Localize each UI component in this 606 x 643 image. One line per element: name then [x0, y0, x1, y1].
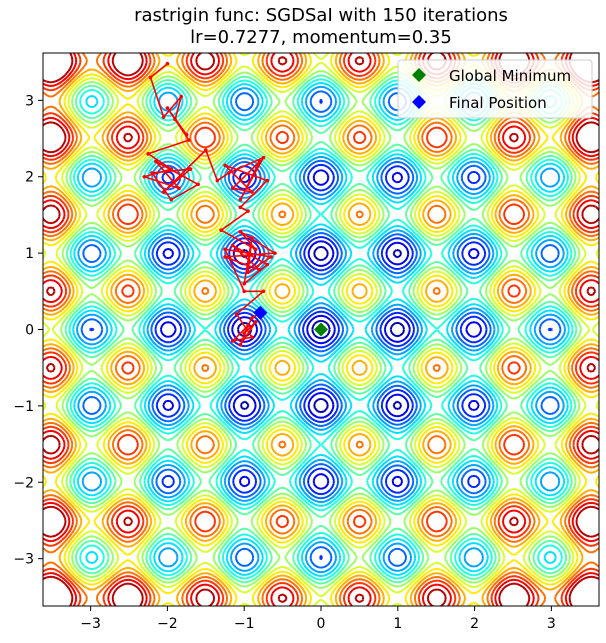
- path-point: [238, 197, 243, 202]
- contour-level-3: [80, 90, 562, 569]
- optimizer-path: [141, 61, 278, 347]
- path-point: [242, 281, 247, 286]
- path-point: [223, 255, 227, 259]
- plot-area: [43, 53, 599, 606]
- path-point: [184, 132, 189, 137]
- path-point: [269, 255, 273, 259]
- contour-level-8: [60, 70, 582, 589]
- path-point: [161, 115, 166, 119]
- path-point: [265, 262, 270, 267]
- x-tick-label: −3: [80, 616, 101, 632]
- path-point: [238, 205, 243, 210]
- path-point: [165, 61, 170, 66]
- path-point: [250, 190, 254, 194]
- path-point: [250, 335, 254, 339]
- path-point: [273, 251, 277, 255]
- path-point: [246, 209, 250, 213]
- path-point: [261, 289, 266, 294]
- chart-subtitle: lr=0.7277, momentum=0.35: [190, 27, 452, 48]
- path-point: [227, 171, 231, 175]
- contour-level-12: [43, 53, 599, 606]
- path-point: [204, 148, 208, 152]
- path-point: [257, 268, 262, 272]
- path-point: [150, 171, 154, 175]
- path-point: [250, 236, 254, 240]
- path-point: [177, 186, 181, 190]
- contour-level-15: [43, 53, 599, 606]
- path-point: [257, 159, 262, 164]
- path-point: [161, 190, 166, 194]
- path-point: [230, 186, 235, 190]
- markers: [253, 305, 328, 337]
- path-point: [242, 331, 247, 336]
- legend-global-minimum-marker: [412, 68, 426, 82]
- path-point: [169, 167, 174, 171]
- path-point: [223, 163, 227, 168]
- legend-final-position-marker: [412, 95, 426, 109]
- contour-level-5: [72, 82, 570, 577]
- path-point: [246, 270, 250, 275]
- path-point: [242, 289, 247, 294]
- x-tick-label: 0: [317, 616, 326, 632]
- path-point: [261, 155, 266, 160]
- path-point: [246, 323, 250, 328]
- path-point: [238, 342, 243, 347]
- x-tick-label: 3: [547, 616, 556, 632]
- contour-level-1: [159, 169, 483, 490]
- path-point: [230, 243, 235, 248]
- y-axis: −3 −2 −1 0 1 2 3: [13, 93, 43, 568]
- y-tick-label: 3: [25, 93, 34, 109]
- path-point: [154, 159, 158, 164]
- x-axis: −3 −2 −1 0 1 2 3: [80, 606, 556, 632]
- contour-level-6: [68, 78, 574, 581]
- path-point: [219, 228, 223, 233]
- y-tick-label: 1: [25, 246, 34, 262]
- final-position-marker: [253, 305, 268, 320]
- path-point: [187, 138, 191, 142]
- contour-level-13: [43, 53, 599, 606]
- path-point: [265, 178, 270, 183]
- path-point: [253, 320, 258, 324]
- path-point: [179, 94, 184, 99]
- y-tick-label: 0: [25, 323, 34, 339]
- path-point: [230, 339, 235, 343]
- legend: Global Minimum Final Position: [397, 59, 593, 119]
- path-point: [250, 316, 254, 320]
- path-point: [173, 117, 177, 122]
- path-point: [146, 152, 151, 156]
- path-line: [141, 63, 278, 346]
- contour-level-10: [43, 53, 599, 606]
- path-point: [238, 229, 243, 234]
- path-point: [196, 182, 200, 187]
- y-tick-label: −1: [13, 399, 34, 415]
- contour-level-2: [89, 98, 553, 561]
- path-point: [169, 197, 174, 202]
- x-tick-label: 1: [393, 616, 402, 632]
- path-point: [188, 167, 193, 171]
- y-tick-label: −2: [13, 475, 34, 491]
- legend-box: [397, 59, 593, 119]
- legend-final-position-label: Final Position: [449, 94, 547, 112]
- path-point: [148, 75, 153, 80]
- x-tick-label: −1: [234, 616, 255, 632]
- y-tick-label: 2: [25, 170, 34, 186]
- global-minimum-marker: [314, 322, 328, 337]
- chart-title: rastrigin func: SGDSaI with 150 iteratio…: [134, 5, 508, 26]
- y-tick-label: −3: [13, 552, 34, 568]
- path-point: [142, 174, 147, 179]
- path-point: [234, 312, 239, 317]
- contour-lines: [43, 53, 599, 606]
- path-point: [253, 247, 258, 252]
- path-point: [215, 178, 220, 183]
- x-tick-label: −2: [157, 616, 178, 632]
- x-tick-label: 2: [470, 616, 479, 632]
- legend-global-minimum-label: Global Minimum: [449, 67, 571, 85]
- path-point: [165, 106, 170, 110]
- contour-level-11: [43, 53, 599, 606]
- contour-level-7: [64, 74, 578, 585]
- path-point: [223, 247, 227, 252]
